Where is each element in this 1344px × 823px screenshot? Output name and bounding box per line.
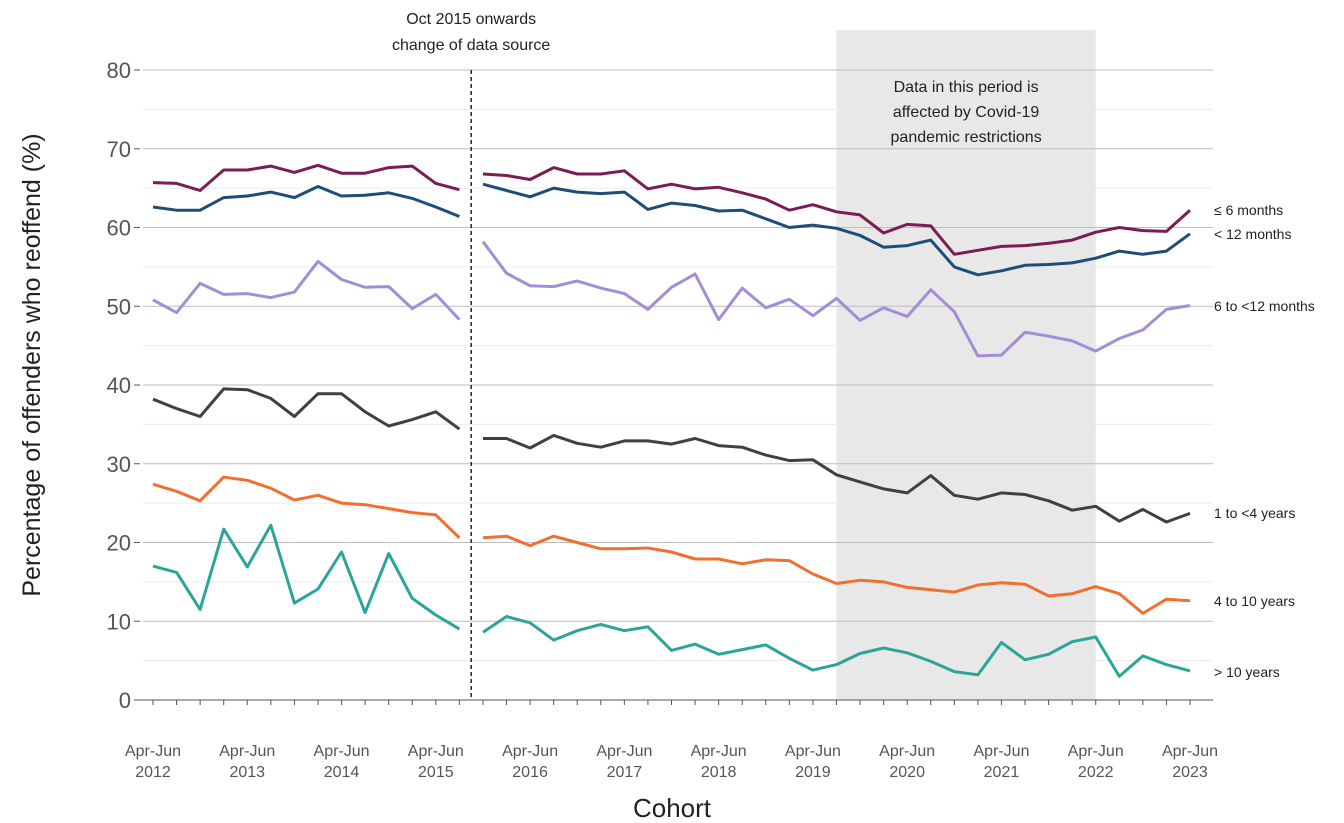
x-tick-label: 2017 [607,764,643,781]
y-tick-label: 30 [107,452,131,477]
series-label: 6 to <12 months [1214,298,1315,314]
x-tick-label: 2021 [984,764,1020,781]
x-axis-title: Cohort [633,793,712,823]
gridlines [143,69,1213,662]
x-tick-label: 2018 [701,764,737,781]
series-label: ≤ 6 months [1214,202,1283,218]
series-label: 4 to 10 years [1214,593,1295,609]
y-tick-label: 0 [119,688,131,713]
series-line [152,259,461,321]
x-tick-label: 2019 [795,764,831,781]
x-tick-label: Apr-Jun [408,743,464,760]
y-tick-label: 40 [107,373,131,398]
x-tick-label: Apr-Jun [1068,743,1124,760]
series-line [152,387,461,431]
y-tick-label: 20 [107,531,131,556]
x-tick-label: Apr-Jun [596,743,652,760]
x-tick-label: Apr-Jun [314,743,370,760]
covid-annotation: Data in this period is affected by Covid-… [891,79,1042,146]
covid-annotation-line: affected by Covid-19 [893,104,1040,121]
y-tick-label: 70 [107,137,131,162]
y-tick-label: 60 [107,216,131,241]
x-tick-label: 2020 [889,764,925,781]
x-tick-label: Apr-Jun [219,743,275,760]
series-line [483,433,1191,524]
series-line [481,240,1191,358]
x-tick-label: 2016 [512,764,548,781]
series-lines [152,163,1192,678]
series-label: < 12 months [1214,226,1291,242]
x-tick-label: 2013 [229,764,265,781]
covid-annotation-line: pandemic restrictions [891,129,1042,146]
x-tick-label: Apr-Jun [785,743,841,760]
x-tick-label: 2022 [1078,764,1114,781]
x-tick-label: Apr-Jun [879,743,935,760]
x-axis: Apr-Jun 2012 Apr-Jun 2013 Apr-Jun 2014 Apr-Jun… [125,699,1218,781]
x-tick-label: Apr-Jun [125,743,181,760]
series-label: 1 to <4 years [1214,505,1295,521]
x-tick-label: 2014 [324,764,360,781]
series-line [152,185,460,218]
series-line [482,534,1191,615]
series-line [152,523,461,631]
series-line [482,615,1191,678]
break-annotation-line2: change of data source [392,37,550,54]
x-tick-label: Apr-Jun [691,743,747,760]
x-tick-label: 2023 [1172,764,1208,781]
series-line [152,163,460,192]
y-axis-title: Percentage of offenders who reoffend (%) [18,133,46,596]
series-label: > 10 years [1214,664,1280,680]
series-line [482,166,1192,256]
x-tick-label: Apr-Jun [973,743,1029,760]
covid-annotation-line: Data in this period is [894,79,1039,96]
series-labels: ≤ 6 months < 12 months 6 to <12 months 1 to… [1214,202,1315,680]
y-tick-label: 50 [107,294,131,319]
series-line [482,182,1191,277]
x-tick-label: Apr-Jun [502,743,558,760]
series-line [152,475,461,539]
x-tick-label: 2015 [418,764,454,781]
x-tick-label: Apr-Jun [1162,743,1218,760]
y-axis: 0 10 20 30 40 50 60 70 80 [107,58,140,713]
x-tick-label: 2012 [135,764,171,781]
y-tick-label: 80 [107,58,131,83]
y-tick-label: 10 [107,609,131,634]
break-annotation-line1: Oct 2015 onwards [406,11,536,28]
